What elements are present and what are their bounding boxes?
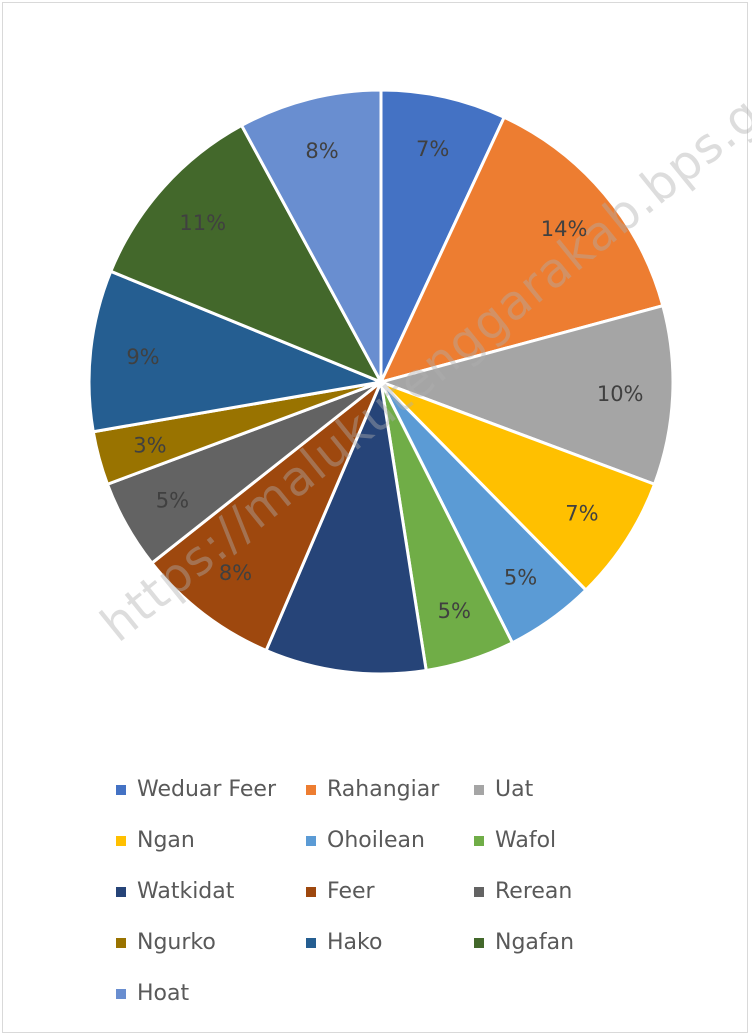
- data-label-rerean: 5%: [156, 489, 189, 513]
- legend-item-hako: Hako: [306, 930, 474, 955]
- legend-label: Ngafan: [495, 930, 575, 955]
- data-label-rahangiar: 14%: [541, 217, 588, 241]
- data-label-hoat: 8%: [305, 139, 338, 163]
- legend-swatch: [306, 937, 316, 948]
- legend-item-uat: Uat: [474, 777, 624, 802]
- data-label-feer: 8%: [219, 561, 252, 585]
- data-label-uat: 10%: [597, 382, 644, 406]
- chart-legend: Weduar Feer Rahangiar Uat Ngan Ohoilean Wafol…: [116, 777, 636, 1006]
- legend-swatch: [474, 784, 484, 795]
- pie-slice-hoat: [240, 88, 383, 384]
- legend-label: Weduar Feer: [137, 777, 276, 802]
- legend-label: Ohoilean: [327, 828, 425, 853]
- legend-swatch: [116, 835, 126, 846]
- legend-label: Ngan: [137, 828, 195, 853]
- legend-swatch: [474, 937, 484, 948]
- pie-slice-feer: [150, 380, 383, 652]
- legend-label: Ngurko: [137, 930, 216, 955]
- pie-slice-weduar-feer: [379, 88, 506, 384]
- legend-swatch: [306, 886, 316, 897]
- legend-item-rahangiar: Rahangiar: [306, 777, 474, 802]
- pie-slice-watkidat: [264, 380, 428, 676]
- legend-label: Wafol: [495, 828, 557, 853]
- pie-slice-uat: [379, 304, 675, 486]
- pie-slice-rahangiar: [379, 115, 665, 384]
- data-label-ohoilean: 5%: [504, 566, 537, 590]
- legend-item-rerean: Rerean: [474, 879, 624, 904]
- pie-slice-hako: [87, 269, 383, 434]
- legend-label: Rahangiar: [327, 777, 440, 802]
- legend-label: Hoat: [137, 981, 190, 1006]
- data-label-weduar-feer: 7%: [416, 137, 449, 161]
- data-label-ngurko: 3%: [133, 434, 166, 458]
- pie-slice-ngafan: [109, 123, 383, 384]
- legend-item-weduar-feer: Weduar Feer: [116, 777, 306, 802]
- data-label-hako: 9%: [126, 345, 159, 369]
- legend-swatch: [306, 835, 316, 846]
- legend-swatch: [116, 988, 126, 999]
- legend-item-ngafan: Ngafan: [474, 930, 624, 955]
- legend-label: Watkidat: [137, 879, 235, 904]
- legend-swatch: [116, 784, 126, 795]
- legend-label: Hako: [327, 930, 383, 955]
- data-label-ngan: 7%: [565, 501, 598, 525]
- legend-item-watkidat: Watkidat: [116, 879, 306, 904]
- pie-slice-ngan: [379, 380, 657, 592]
- legend-item-ngurko: Ngurko: [116, 930, 306, 955]
- legend-swatch: [306, 784, 316, 795]
- legend-swatch: [116, 937, 126, 948]
- data-label-wafol: 5%: [438, 599, 471, 623]
- legend-item-feer: Feer: [306, 879, 474, 904]
- legend-label: Feer: [327, 879, 375, 904]
- legend-label: Uat: [495, 777, 534, 802]
- legend-item-wafol: Wafol: [474, 828, 624, 853]
- legend-label: Rerean: [495, 879, 573, 904]
- legend-swatch: [474, 835, 484, 846]
- legend-swatch: [116, 886, 126, 897]
- legend-item-ngan: Ngan: [116, 828, 306, 853]
- data-label-ngafan: 11%: [179, 211, 226, 235]
- legend-item-ohoilean: Ohoilean: [306, 828, 474, 853]
- legend-item-hoat: Hoat: [116, 981, 306, 1006]
- legend-swatch: [474, 886, 484, 897]
